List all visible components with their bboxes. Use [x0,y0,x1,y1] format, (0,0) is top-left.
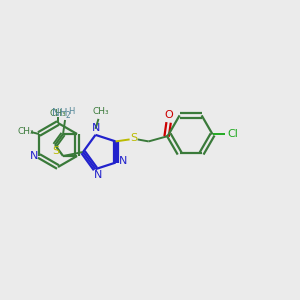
Text: NH: NH [52,108,68,118]
Text: O: O [164,110,173,120]
Text: CH₃: CH₃ [18,127,34,136]
Text: N: N [94,170,103,180]
Text: N: N [92,123,101,133]
Text: H: H [68,106,74,116]
Text: Cl: Cl [227,129,238,140]
Text: S: S [130,134,137,143]
Text: S: S [52,146,60,156]
Text: N: N [118,156,127,166]
Text: N: N [30,151,38,161]
Text: CH₃: CH₃ [50,109,66,118]
Text: 2: 2 [66,110,70,119]
Text: CH₃: CH₃ [92,107,109,116]
